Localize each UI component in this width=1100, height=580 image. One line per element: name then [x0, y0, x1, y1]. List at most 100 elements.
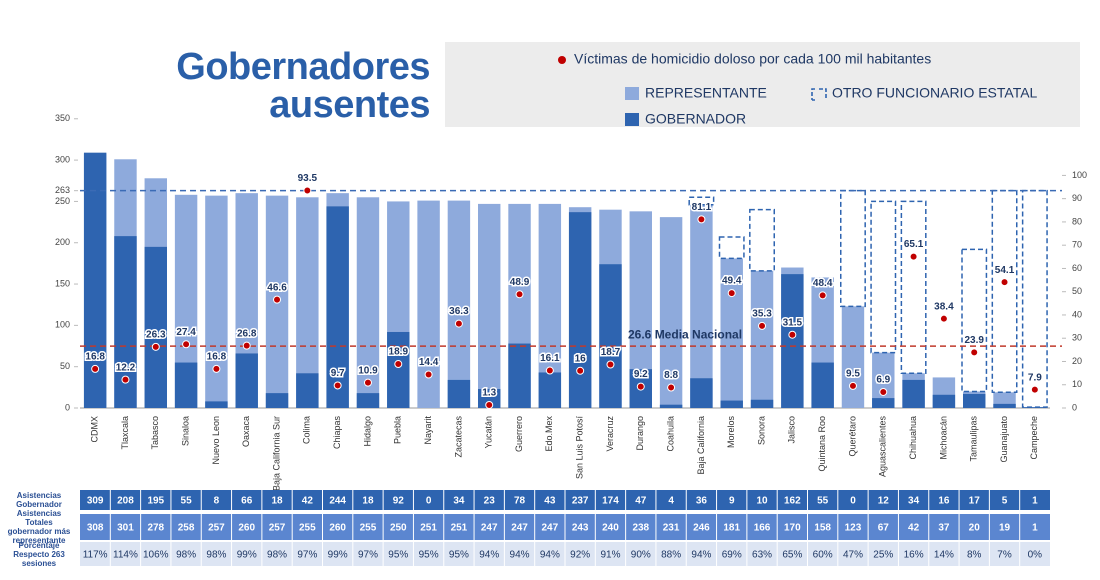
table-cell: 17: [969, 496, 981, 507]
legend-label: REPRESENTANTE: [645, 85, 767, 101]
table-cell: 97%: [297, 550, 317, 561]
legend-swatch: [625, 113, 639, 126]
bar-gobernador: [174, 362, 198, 408]
x-tick-label: San Luis Potosí: [575, 416, 585, 480]
homicide-dot: [273, 295, 282, 304]
value-label: 26.3: [146, 329, 166, 340]
x-tick-label: Nayarit: [423, 416, 433, 445]
bar-gobernador: [932, 394, 956, 408]
table-cell: 251: [420, 523, 437, 534]
table-cell: 301: [117, 523, 134, 534]
row-header: Porcentaje Respecto 263 sesiones: [13, 540, 65, 568]
value-label: 16: [575, 353, 587, 364]
table-cell: 166: [754, 523, 771, 534]
table-cell: 195: [147, 496, 164, 507]
x-tick-label: Tamaulipas: [969, 416, 979, 462]
table-cell: 92: [393, 496, 405, 507]
table-cell: 94%: [691, 550, 711, 561]
homicide-dot: [879, 387, 888, 396]
table-cell: 99%: [328, 550, 348, 561]
x-tick-label: Jalisco: [787, 416, 797, 444]
bar-total: [750, 270, 774, 408]
x-tick-label: Oaxaca: [241, 416, 251, 447]
bar-gobernador: [1023, 407, 1047, 408]
legend-label: GOBERNADOR: [645, 111, 746, 127]
value-label: 23.9: [964, 335, 984, 346]
homicide-dot: [212, 364, 221, 373]
value-label: 93.5: [298, 173, 318, 184]
table-cell: 1: [1032, 523, 1038, 534]
table-cell: 237: [572, 496, 589, 507]
bar-gobernador: [478, 388, 501, 408]
value-label: 16.8: [207, 352, 227, 363]
table-cell: 99%: [237, 550, 257, 561]
x-tick-label: Sinaloa: [180, 416, 190, 446]
table-cell: 117%: [83, 550, 108, 561]
legend-label: Víctimas de homicidio doloso por cada 10…: [574, 51, 931, 67]
table-cell: 238: [632, 523, 649, 534]
x-tick-label: Edo.Mex: [544, 416, 554, 452]
table-cell: 114%: [113, 550, 138, 561]
x-tick-label: Tabasco: [150, 416, 160, 450]
value-label: 9.2: [634, 369, 648, 380]
value-label: 81.1: [692, 202, 712, 213]
value-label: 8.8: [664, 370, 678, 381]
homicide-dot: [970, 348, 979, 357]
x-tick-label: Guerrero: [514, 416, 524, 452]
x-tick-label: Chiapas: [332, 416, 342, 450]
table-cell: 90%: [631, 550, 651, 561]
table-cell: 94%: [540, 550, 560, 561]
table-cell: 123: [845, 523, 862, 534]
table-cell: 9: [729, 496, 735, 507]
homicide-dot: [939, 314, 948, 323]
table-cell: 66: [241, 496, 253, 507]
table-cell: 18: [362, 496, 374, 507]
y2-tick-label: 10: [1072, 379, 1082, 389]
table-cell: 95%: [419, 550, 439, 561]
table-cell: 10: [756, 496, 768, 507]
y-tick-label: 50: [60, 361, 70, 371]
bar-gobernador: [720, 400, 743, 408]
bar-total: [174, 194, 198, 408]
bar-gobernador: [296, 373, 319, 408]
table-cell: 243: [572, 523, 589, 534]
bar-total: [690, 204, 713, 408]
x-tick-label: Campeche: [1029, 416, 1039, 460]
value-label: 9.7: [331, 368, 345, 379]
homicide-dot: [636, 382, 645, 391]
y2-tick-label: 60: [1072, 263, 1082, 273]
table-cell: 23: [484, 496, 496, 507]
bar-gobernador: [83, 152, 107, 408]
x-tick-label: Coahuila: [665, 416, 675, 452]
homicide-dot: [363, 378, 372, 387]
table-cell: 162: [784, 496, 801, 507]
y2-tick-label: 90: [1072, 193, 1082, 203]
homicide-dot: [576, 366, 585, 375]
table-cell: 257: [208, 523, 225, 534]
value-label: 48.4: [813, 278, 833, 289]
table-cell: 47: [635, 496, 647, 507]
homicide-dot: [454, 319, 463, 328]
table-cell: 174: [602, 496, 619, 507]
table-cell: 181: [723, 523, 740, 534]
bar-otro: [961, 248, 988, 393]
table-cell: 67: [878, 523, 890, 534]
x-tick-label: Puebla: [393, 416, 403, 444]
legend-box: [445, 42, 1080, 127]
bar-total: [720, 258, 743, 408]
bar-total: [417, 200, 440, 408]
table-cell: 246: [693, 523, 710, 534]
homicide-dot: [545, 366, 554, 375]
bar-gobernador: [963, 393, 986, 408]
x-tick-label: Morelos: [726, 416, 736, 449]
table-cell: 43: [544, 496, 556, 507]
table-cell: 0: [850, 496, 856, 507]
y2-tick-label: 100: [1072, 170, 1087, 180]
y2-tick-label: 80: [1072, 216, 1082, 226]
chart-title: Gobernadores ausentes: [176, 46, 430, 126]
bar-gobernador: [235, 353, 258, 408]
row-header: Asistencias Gobernador: [16, 491, 62, 509]
table-cell: 231: [663, 523, 680, 534]
table-cell: 34: [908, 496, 920, 507]
table-cell: 94%: [510, 550, 530, 561]
